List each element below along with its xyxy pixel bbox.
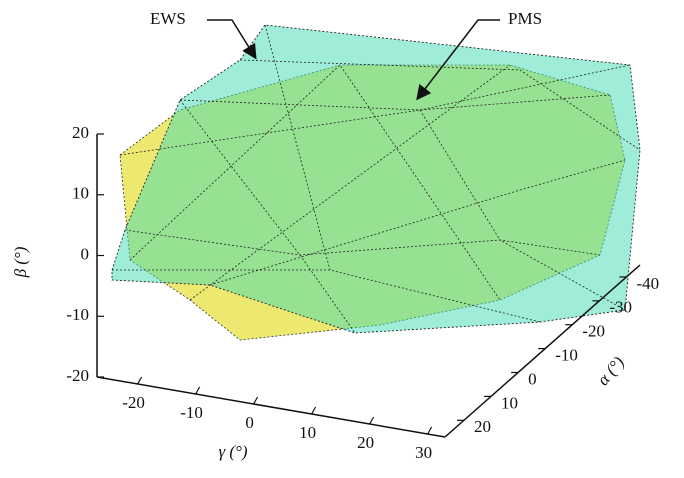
z-axis: [444, 264, 641, 438]
y-tick-label: 0: [81, 244, 90, 263]
x-tick: [195, 386, 201, 395]
y-tick-label: 20: [72, 123, 89, 142]
annotations: EWS PMS: [150, 9, 542, 101]
z-tick-label: 20: [474, 417, 491, 436]
x-tick-label: -10: [180, 403, 203, 422]
z-tick-label: 0: [528, 369, 537, 388]
y-tick-label: -20: [66, 366, 89, 385]
ews-region: [111, 24, 641, 334]
z-tick-label: -30: [609, 298, 632, 317]
z-tick-label: -20: [582, 322, 605, 341]
x-tick: [137, 376, 143, 385]
x-tick-label: 10: [299, 423, 316, 442]
annotation: PMS: [508, 9, 542, 28]
annotation-arrow: [416, 19, 500, 101]
z-axis-label: α (°): [593, 353, 628, 389]
x-tick: [369, 416, 375, 425]
x-tick-label: 0: [245, 413, 254, 432]
z-tick-label: -10: [555, 346, 578, 365]
annotation: EWS: [150, 9, 186, 28]
y-tick-label: 10: [72, 184, 89, 203]
x-axis-label: γ (°): [218, 442, 247, 461]
x-tick: [427, 426, 433, 435]
y-tick-label: -10: [66, 305, 89, 324]
y-axis-label: β (°): [11, 246, 30, 278]
z-tick-label: 10: [501, 393, 518, 412]
x-axis: [96, 376, 446, 438]
z-tick-label: -40: [636, 274, 659, 293]
region-edges: [112, 24, 641, 334]
annotation-arrow: [207, 19, 257, 60]
x-tick-label: -20: [122, 393, 145, 412]
x-tick: [253, 396, 259, 405]
x-tick-label: 20: [357, 433, 374, 452]
x-tick: [311, 406, 317, 415]
x-tick-label: 30: [415, 443, 432, 462]
